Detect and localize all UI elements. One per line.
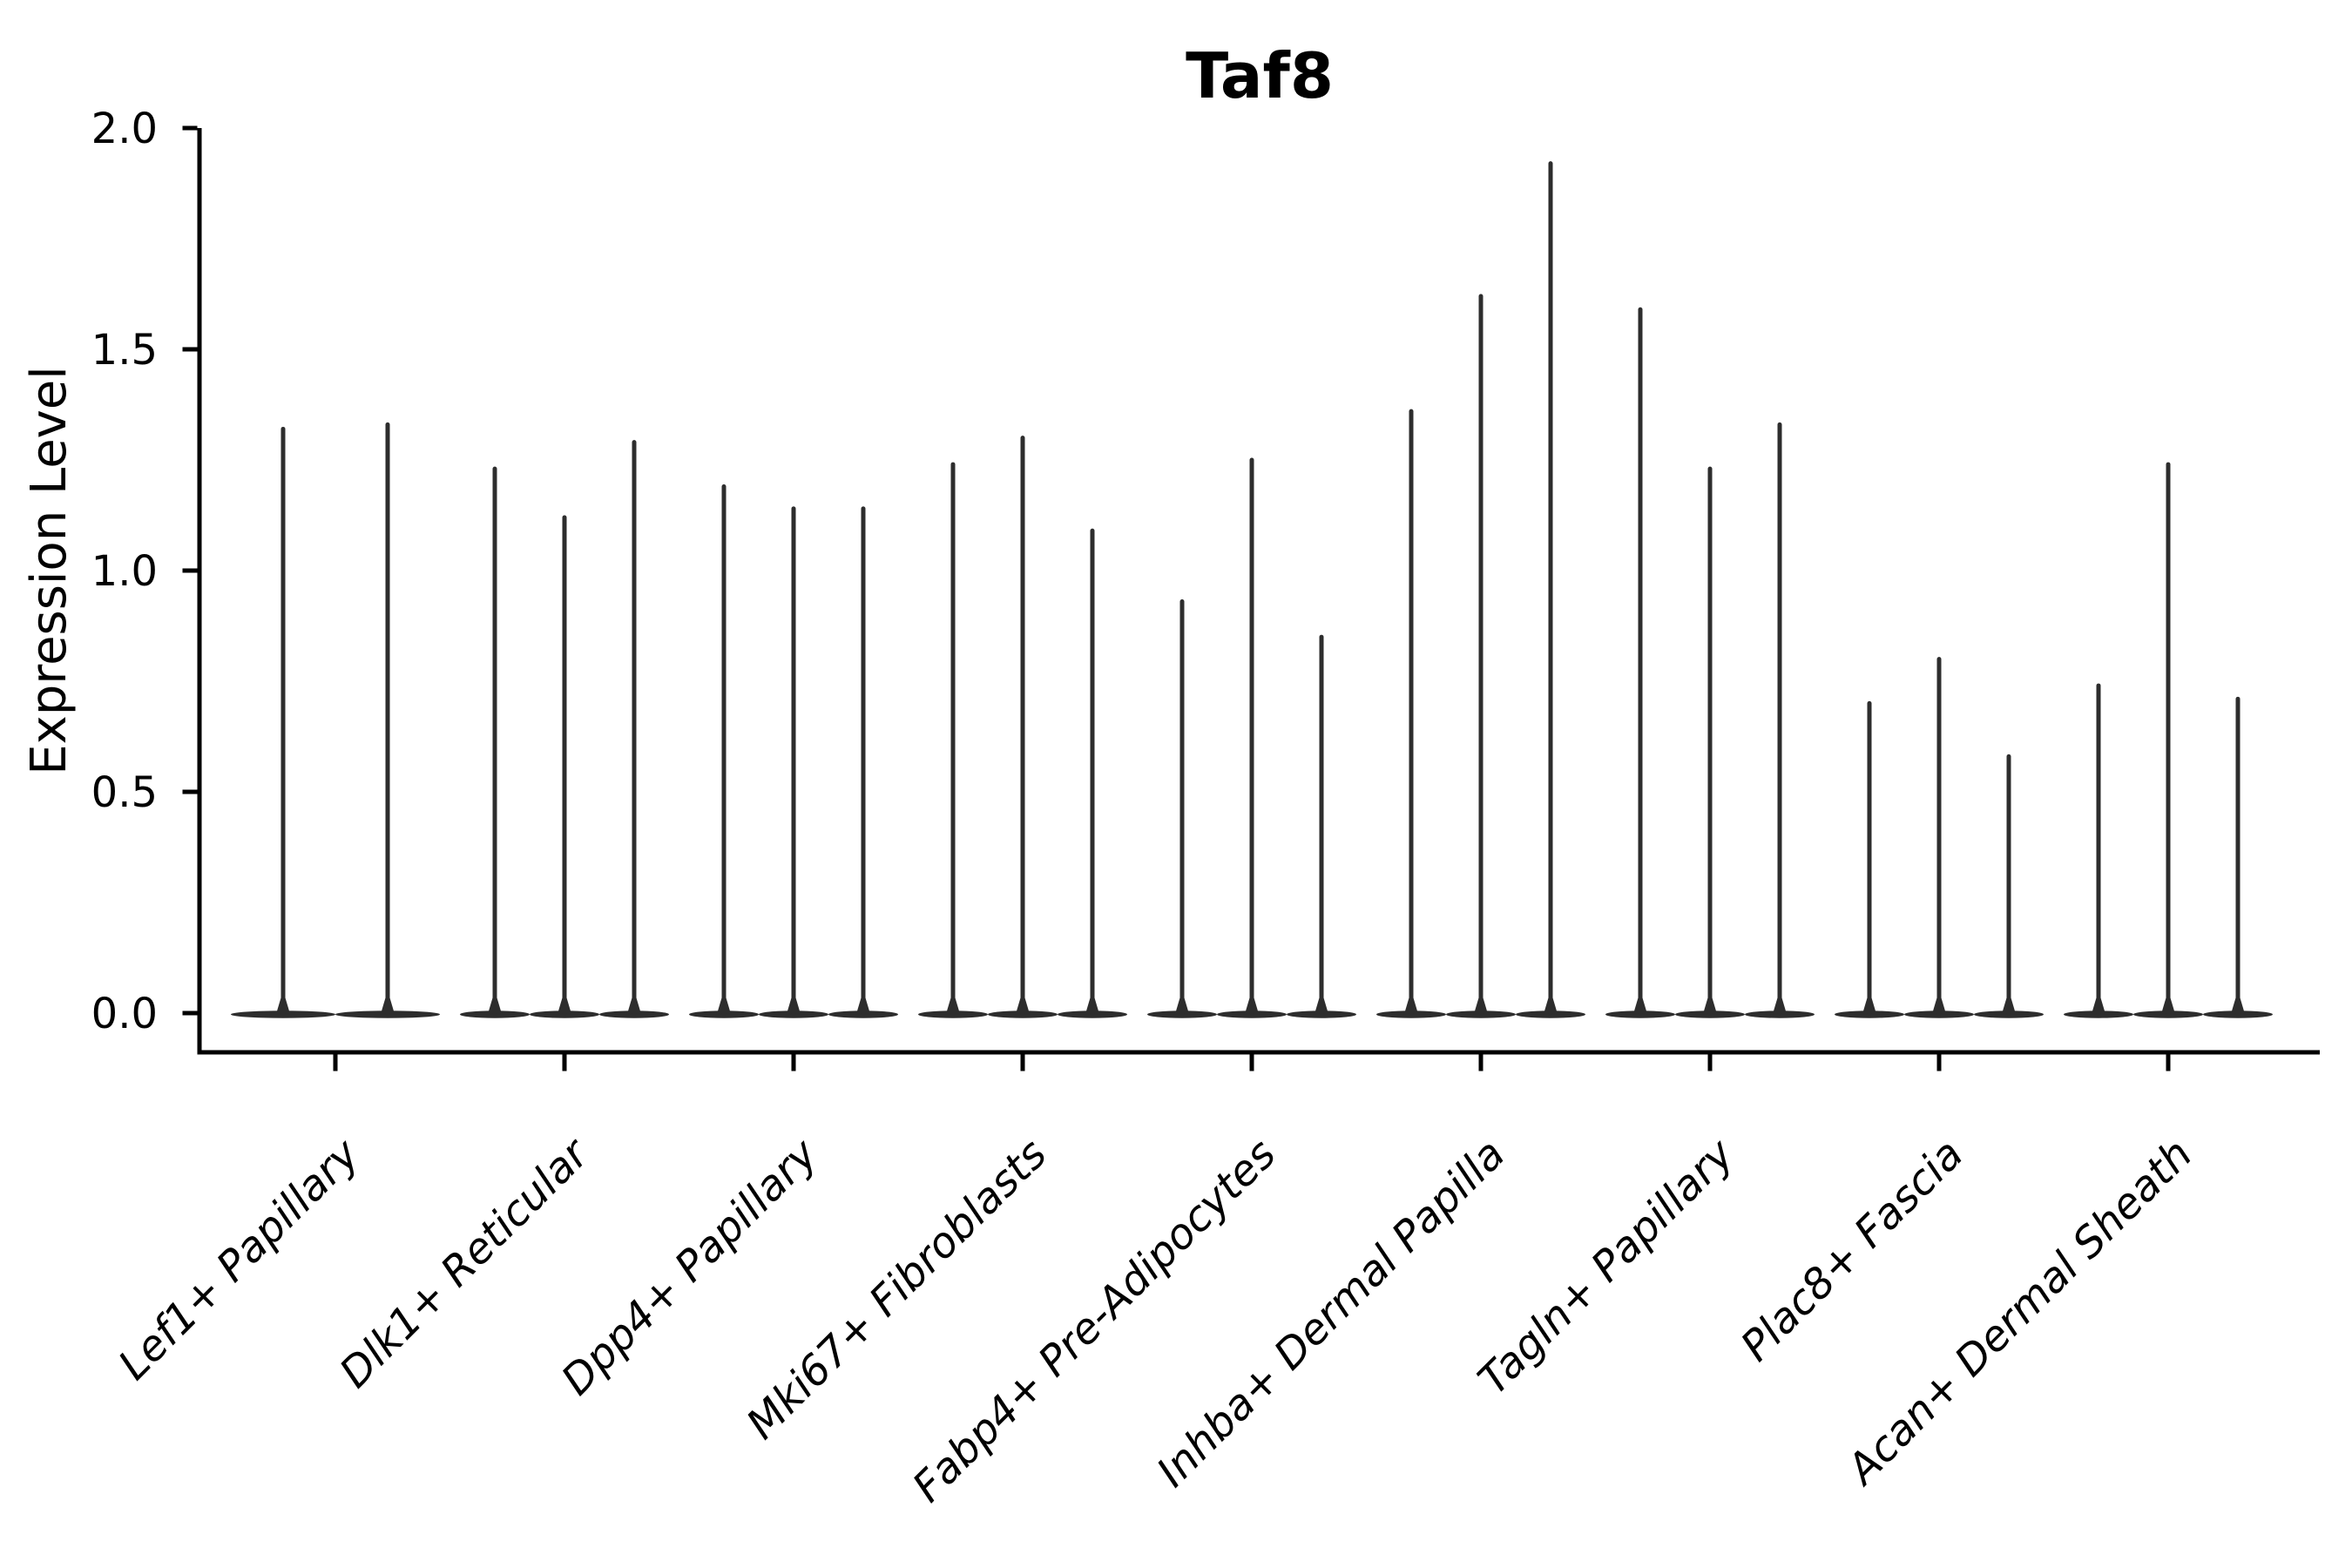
x-category-label: Fabp4+ Pre-Adipocytes xyxy=(903,1130,1286,1512)
violin xyxy=(1974,754,2044,1018)
violin-group xyxy=(460,440,669,1018)
violin-group xyxy=(689,483,898,1018)
violin xyxy=(988,436,1058,1018)
violin xyxy=(2203,696,2273,1018)
violin xyxy=(1516,161,1585,1018)
violin xyxy=(530,515,599,1018)
y-tick-label: 0.0 xyxy=(91,990,158,1038)
violin-group xyxy=(2064,462,2273,1018)
violin-group xyxy=(1376,161,1585,1018)
violin-group xyxy=(1147,457,1356,1018)
violin xyxy=(1376,409,1446,1018)
x-category-label: Dpp4+ Papillary xyxy=(552,1129,828,1404)
x-category-label: Plac8+ Fascia xyxy=(1732,1130,1973,1371)
violin xyxy=(1058,528,1127,1018)
violin-group xyxy=(231,422,440,1018)
violin xyxy=(2064,683,2133,1018)
x-category-label: Lef1+ Papillary xyxy=(109,1129,369,1389)
y-tick-label: 0.5 xyxy=(91,768,158,817)
axes-layer xyxy=(197,128,2320,1055)
violin xyxy=(689,483,759,1018)
y-ticks-layer: 0.0 0.5 1.0 1.5 2.0 xyxy=(91,105,198,1038)
violin-group xyxy=(1835,657,2044,1018)
violin xyxy=(1904,657,1974,1018)
violin xyxy=(599,440,669,1018)
violin xyxy=(1745,422,1815,1018)
violin xyxy=(2133,462,2203,1018)
y-axis-label: Expression Level xyxy=(21,366,78,775)
violin xyxy=(1147,599,1217,1018)
violin xyxy=(460,466,530,1018)
violin xyxy=(1605,307,1675,1018)
violin-group xyxy=(918,436,1127,1018)
chart-title: Taf8 xyxy=(1186,39,1334,112)
violin xyxy=(1835,700,1904,1018)
y-tick-label: 2.0 xyxy=(91,105,158,153)
violin-group xyxy=(1605,307,1815,1018)
violin xyxy=(1287,634,1356,1018)
violin xyxy=(1217,457,1287,1018)
violin xyxy=(1675,466,1745,1018)
violin xyxy=(1446,294,1516,1018)
x-category-label: Dlk1+ Reticular xyxy=(330,1128,600,1398)
x-category-label: Tagln+ Papillary xyxy=(1469,1129,1744,1404)
y-tick-label: 1.0 xyxy=(91,547,158,596)
y-tick-label: 1.5 xyxy=(91,326,158,375)
violin xyxy=(828,506,898,1018)
violin xyxy=(231,426,335,1018)
violin xyxy=(335,422,440,1018)
violin xyxy=(918,462,988,1018)
violins-layer xyxy=(231,161,2273,1018)
violin xyxy=(759,506,828,1018)
